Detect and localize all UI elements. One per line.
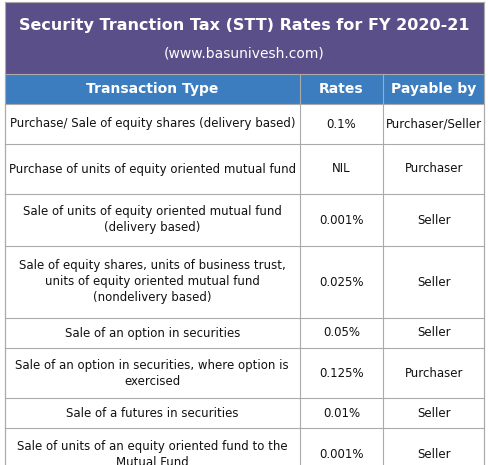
Bar — [5, 428, 483, 465]
Text: (www.basunivesh.com): (www.basunivesh.com) — [164, 47, 324, 61]
Text: Seller: Seller — [416, 213, 449, 226]
Bar — [5, 194, 483, 246]
Text: 0.125%: 0.125% — [319, 366, 363, 379]
Bar — [5, 104, 483, 144]
Text: Purchaser: Purchaser — [404, 162, 462, 175]
Text: 0.1%: 0.1% — [326, 118, 356, 131]
Text: Sale of units of equity oriented mutual fund
(delivery based): Sale of units of equity oriented mutual … — [23, 206, 281, 234]
Text: Purchase/ Sale of equity shares (delivery based): Purchase/ Sale of equity shares (deliver… — [10, 118, 294, 131]
Bar — [5, 246, 483, 318]
Text: Sale of equity shares, units of business trust,
units of equity oriented mutual : Sale of equity shares, units of business… — [19, 259, 285, 305]
Text: NIL: NIL — [331, 162, 350, 175]
Bar — [5, 398, 483, 428]
Text: Purchaser: Purchaser — [404, 366, 462, 379]
Text: Sale of an option in securities, where option is
exercised: Sale of an option in securities, where o… — [16, 359, 288, 387]
Text: 0.01%: 0.01% — [322, 406, 359, 419]
Text: Purchaser/Seller: Purchaser/Seller — [385, 118, 481, 131]
Text: 0.025%: 0.025% — [319, 275, 363, 288]
Text: Sale of an option in securities: Sale of an option in securities — [64, 326, 240, 339]
Bar — [5, 144, 483, 194]
Bar — [5, 74, 483, 104]
Text: Sale of units of an equity oriented fund to the
Mutual Fund: Sale of units of an equity oriented fund… — [17, 439, 287, 465]
Bar — [5, 318, 483, 348]
Text: 0.001%: 0.001% — [319, 447, 363, 460]
Text: Payable by: Payable by — [390, 82, 475, 96]
Text: Seller: Seller — [416, 326, 449, 339]
Text: Seller: Seller — [416, 447, 449, 460]
Bar — [5, 2, 483, 74]
Text: 0.001%: 0.001% — [319, 213, 363, 226]
Text: 0.05%: 0.05% — [323, 326, 359, 339]
Bar — [5, 348, 483, 398]
Text: Seller: Seller — [416, 406, 449, 419]
Text: Security Tranction Tax (STT) Rates for FY 2020-21: Security Tranction Tax (STT) Rates for F… — [19, 18, 469, 33]
Text: Purchase of units of equity oriented mutual fund: Purchase of units of equity oriented mut… — [9, 162, 295, 175]
Text: Rates: Rates — [319, 82, 363, 96]
Text: Sale of a futures in securities: Sale of a futures in securities — [66, 406, 238, 419]
Text: Transaction Type: Transaction Type — [86, 82, 218, 96]
Text: Seller: Seller — [416, 275, 449, 288]
